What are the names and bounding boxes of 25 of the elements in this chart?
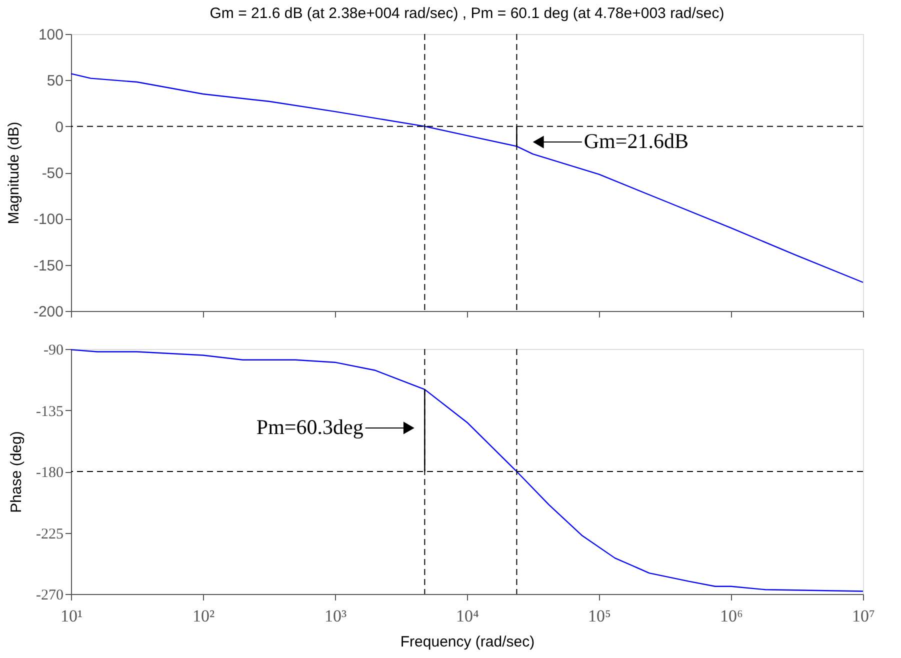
y-tick-label: 50: [46, 72, 64, 90]
y-axis-title: Magnitude (dB): [5, 122, 22, 224]
x-tick-label: 10⁷: [852, 606, 876, 626]
y-tick-label: -225: [36, 526, 64, 542]
chart-title: Gm = 21.6 dB (at 2.38e+004 rad/sec) , Pm = 60.1 deg (at 4.78e+003 rad/sec): [210, 5, 724, 22]
x-tick-label: 10³: [324, 606, 347, 626]
x-axis-title: Frequency (rad/sec): [400, 634, 535, 650]
y-tick-label: -200: [33, 304, 64, 320]
x-tick-label: 10⁶: [720, 606, 744, 626]
y-tick-label: -135: [36, 404, 64, 420]
y-tick-label: -90: [44, 342, 64, 358]
y-tick-label: -150: [33, 257, 64, 274]
y-tick-label: -50: [42, 165, 64, 182]
y-tick-label: -180: [36, 465, 64, 481]
y-axis-title: Phase (deg): [8, 431, 26, 513]
annotation: Pm=60.3deg: [256, 414, 364, 439]
y-tick-label: -270: [36, 588, 64, 604]
x-tick-label: 10²: [192, 606, 215, 626]
x-tick-label: 10⁵: [588, 606, 612, 626]
x-tick-label: 10⁴: [456, 606, 480, 626]
y-tick-label: -100: [33, 211, 64, 228]
y-tick-label: 0: [55, 118, 64, 136]
x-tick-label: 10¹: [60, 606, 83, 626]
annotation: Gm=21.6dB: [584, 129, 688, 154]
y-tick-label: 100: [38, 26, 64, 44]
